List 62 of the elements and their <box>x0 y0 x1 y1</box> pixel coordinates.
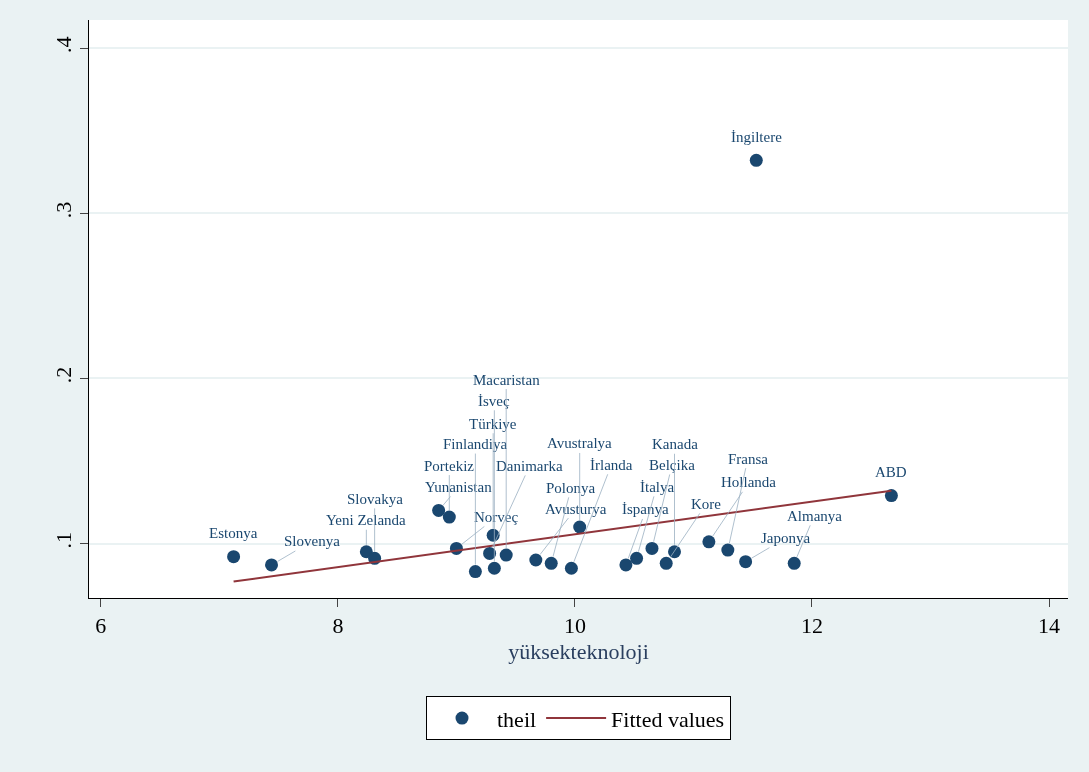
x-tick-label: 8 <box>332 613 344 639</box>
annotation: Fransa <box>728 451 769 467</box>
annotation: Slovakya <box>347 491 404 507</box>
x-tick-label: 6 <box>95 613 107 639</box>
annotation: Macaristan <box>473 372 541 388</box>
x-tick-label: 14 <box>1038 613 1061 639</box>
point <box>645 541 659 555</box>
x-axis-title: yüksekteknoloji <box>508 639 649 665</box>
legend-label: Fitted values <box>611 706 725 732</box>
point <box>659 556 673 570</box>
annotation: Hollanda <box>721 474 777 490</box>
point <box>442 510 456 524</box>
annotation: İsveç <box>478 393 510 409</box>
point <box>619 558 633 572</box>
point <box>630 551 644 565</box>
point <box>529 553 543 567</box>
annotation: Estonya <box>209 525 258 541</box>
annotation: Almanya <box>787 508 843 524</box>
annotation: ABD <box>875 464 907 480</box>
annotation: İngiltere <box>731 129 783 145</box>
annotation: Finlandiya <box>443 436 508 452</box>
annotation: Belçika <box>649 457 696 473</box>
annotation: Japonya <box>761 530 811 546</box>
annotation: Kore <box>691 496 722 512</box>
y-tick-label: .1 <box>51 531 77 549</box>
point <box>483 546 497 560</box>
annotation: İrlanda <box>590 457 633 473</box>
legend-label: theil <box>497 706 537 732</box>
annotation: Yunanistan <box>425 479 493 495</box>
annotation: İtalya <box>640 479 675 495</box>
y-tick-label: .4 <box>51 36 77 54</box>
point <box>265 558 279 572</box>
annotation: Avusturya <box>545 501 607 517</box>
annotation: Kanada <box>652 436 699 452</box>
point <box>564 561 578 575</box>
annotation: Polonya <box>546 480 596 496</box>
point <box>787 556 801 570</box>
x-tick-label: 10 <box>563 613 586 639</box>
point <box>749 153 763 167</box>
point <box>432 503 446 517</box>
annotation: Norveç <box>474 509 519 525</box>
annotation: Danimarka <box>496 458 563 474</box>
point <box>487 561 501 575</box>
annotation: Yeni Zelanda <box>326 512 407 528</box>
point <box>499 548 513 562</box>
annotation: Avustralya <box>547 435 613 451</box>
point <box>544 556 558 570</box>
point <box>702 535 716 549</box>
point <box>359 545 373 559</box>
point <box>721 543 735 557</box>
x-tick-label: 12 <box>800 613 823 639</box>
point <box>468 565 482 579</box>
annotation: Portekiz <box>424 458 475 474</box>
point <box>884 489 898 503</box>
y-tick-label: .3 <box>51 201 77 219</box>
annotation: Türkiye <box>469 416 517 432</box>
point <box>573 520 587 534</box>
y-tick-label: .2 <box>51 366 77 384</box>
point <box>227 550 241 564</box>
annotation: Slovenya <box>284 533 341 549</box>
point <box>739 555 753 569</box>
annotation: İspanya <box>622 501 669 517</box>
